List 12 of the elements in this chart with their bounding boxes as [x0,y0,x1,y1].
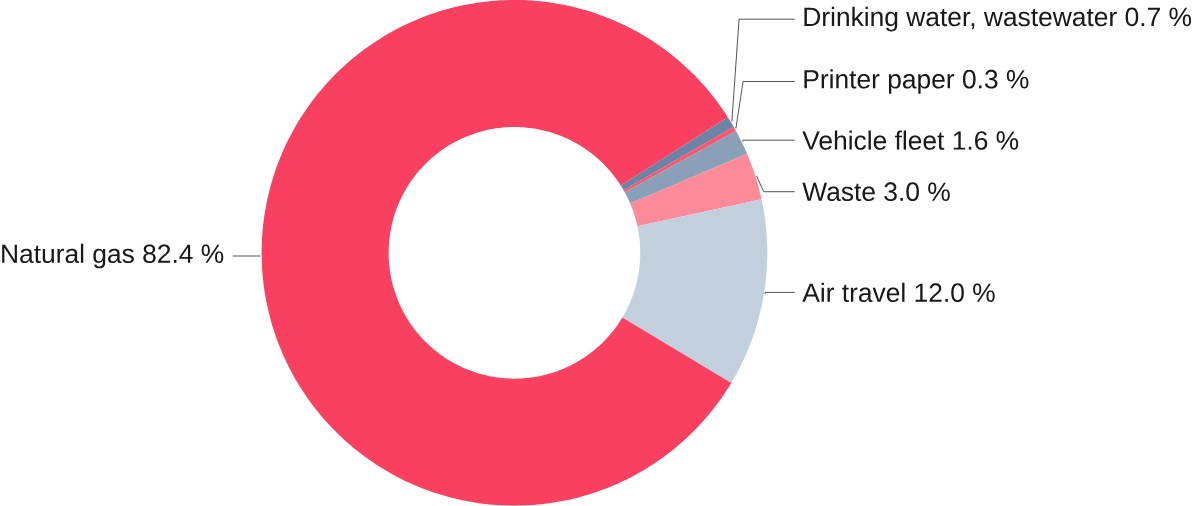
slice-label: Air travel [802,282,905,303]
slice-label: Waste [802,182,875,202]
data-label: 1.6 % [953,131,1019,151]
data-label: 12.0 % [915,283,995,303]
data-label: 0.3 % [963,70,1029,89]
slice-label: Natural gas [2,243,134,269]
slice-label: Vehicle fleet [802,130,945,151]
data-label: 0.7 % [1125,7,1192,27]
slice-label: Printer paper [804,69,955,94]
data-label: 82.4 % [143,244,224,264]
slice-label: Drinking water, wastewater [804,7,1117,32]
data-label: 3.0 % [884,182,950,202]
